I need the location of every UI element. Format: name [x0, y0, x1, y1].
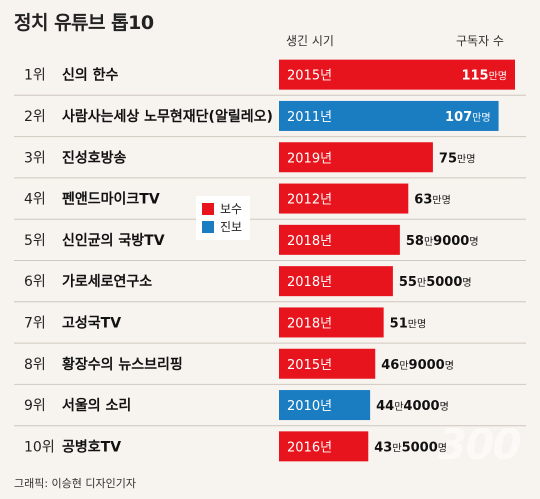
channel-name: 고성국TV	[62, 315, 121, 331]
year-label: 2019년	[287, 151, 332, 166]
legend-label-conservative: 보수	[220, 202, 243, 216]
year-column-header: 생긴 시기	[286, 34, 334, 48]
value-label: 75만명	[439, 151, 476, 166]
rank-label: 2위	[24, 109, 46, 125]
bar	[279, 348, 376, 379]
bar	[279, 142, 433, 173]
bar	[279, 431, 369, 462]
rank-label: 7위	[24, 315, 46, 331]
bar	[279, 100, 499, 131]
legend-item-conservative: 보수	[202, 200, 242, 218]
channel-name: 서울의 소리	[62, 397, 131, 414]
channel-name: 펜앤드마이크TV	[62, 191, 160, 208]
year-label: 2018년	[287, 234, 332, 249]
year-label: 2015년	[287, 358, 332, 373]
channel-name: 진성호방송	[62, 149, 127, 166]
channel-name: 황장수의 뉴스브리핑	[62, 356, 183, 373]
rank-label: 6위	[24, 274, 46, 290]
chart-title: 정치 유튜브 톱10	[14, 12, 154, 34]
value-label: 55만5000명	[399, 275, 472, 290]
value-label: 44만4000명	[376, 399, 449, 414]
bar	[279, 266, 393, 297]
legend-label-progressive: 진보	[220, 220, 243, 234]
legend-item-progressive: 진보	[202, 218, 242, 236]
year-label: 2011년	[287, 110, 332, 125]
value-label: 107만명	[445, 110, 491, 125]
subscribers-column-header: 구독자 수	[456, 34, 504, 48]
legend-swatch-progressive	[202, 221, 214, 233]
rank-label: 1위	[24, 68, 46, 84]
rank-label: 3위	[24, 150, 46, 166]
value-label: 63만명	[414, 193, 451, 208]
rank-label: 5위	[24, 233, 46, 249]
watermark-logo: 300	[438, 420, 522, 469]
year-label: 2010년	[287, 399, 332, 414]
bar	[279, 183, 409, 214]
channel-name: 신인균의 국방TV	[62, 232, 165, 249]
year-label: 2018년	[287, 316, 332, 331]
value-label: 58만9000명	[406, 234, 479, 249]
year-label: 2015년	[287, 69, 332, 84]
bar	[279, 307, 384, 338]
channel-name: 가로세로연구소	[62, 274, 152, 290]
bar	[279, 224, 400, 255]
bar	[279, 59, 515, 90]
value-label: 46만9000명	[381, 358, 454, 373]
legend-swatch-conservative	[202, 203, 214, 215]
rank-label: 10위	[24, 439, 55, 455]
value-label: 43만5000명	[374, 440, 447, 455]
channel-name: 신의 한수	[62, 67, 119, 84]
rank-label: 4위	[24, 192, 46, 208]
rank-label: 9위	[24, 398, 46, 414]
year-label: 2012년	[287, 193, 332, 208]
value-label: 51만명	[390, 316, 427, 331]
year-label: 2016년	[287, 440, 332, 455]
channel-name: 사람사는세상 노무현재단(알릴레오)	[62, 108, 273, 125]
channel-name: 공병호TV	[62, 438, 121, 455]
value-label: 115만명	[461, 69, 507, 84]
credit: 그래픽: 이승현 디자인기자	[14, 477, 137, 490]
legend: 보수 진보	[196, 196, 251, 240]
rank-label: 8위	[24, 357, 46, 373]
bar	[279, 390, 371, 421]
year-label: 2018년	[287, 275, 332, 290]
